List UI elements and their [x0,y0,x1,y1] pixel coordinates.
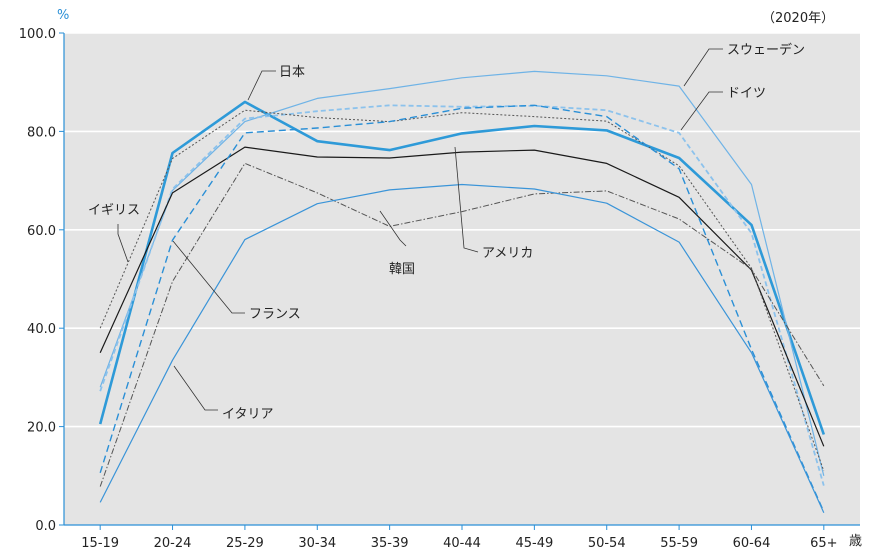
series-line-日本 [98,100,826,435]
label-leader-line [247,70,276,101]
y-tick-label: 40.0 [27,322,56,337]
series-line-イギリス [99,109,825,472]
x-tick-label: 65+ [810,536,837,551]
year-note: （2020年） [762,11,834,26]
x-tick-label: 30-34 [298,536,336,551]
series-line-イタリア [99,183,825,513]
y-tick-label: 0.0 [35,519,56,534]
series-label-france: フランス [249,307,301,322]
series-line-フランス [99,104,825,512]
series-label-italy: イタリア [222,407,273,422]
series-label-korea: 韓国 [389,262,415,277]
label-leader-line [173,365,218,411]
label-leader-line [680,91,723,131]
x-tick-label: 50-54 [588,536,626,551]
x-tick-label: 40-44 [443,536,481,551]
series-label-uk: イギリス [88,203,140,218]
label-leader-line [172,240,245,314]
x-tick-label: 55-59 [660,536,698,551]
x-tick-label: 20-24 [154,536,192,551]
y-tick-label: 80.0 [27,125,56,140]
x-unit-label: 歳 [849,534,862,549]
label-leader-line [683,48,723,87]
label-leader-line [454,146,479,253]
series-label-usa: アメリカ [482,246,533,261]
y-unit-label: % [57,8,69,23]
y-tick-label: 20.0 [27,421,56,436]
x-tick-label: 35-39 [371,536,409,551]
plot-area [64,33,860,525]
series-line-ドイツ [99,104,825,486]
label-leader-line [117,224,129,263]
x-tick-label: 60-64 [733,536,771,551]
y-tick-label: 100.0 [19,27,56,42]
x-tick-label: 15-19 [81,536,119,551]
y-tick-label: 60.0 [27,224,56,239]
series-label-sweden: スウェーデン [727,42,805,58]
series-line-韓国 [99,162,825,487]
series-line-アメリカ [99,146,825,447]
series-label-japan: 日本 [279,65,305,80]
series-label-germany: ドイツ [727,86,766,101]
series-line-スウェーデン [99,70,825,476]
x-tick-label: 45-49 [515,536,553,551]
label-leader-line [379,210,407,247]
x-tick-label: 25-29 [226,536,264,551]
